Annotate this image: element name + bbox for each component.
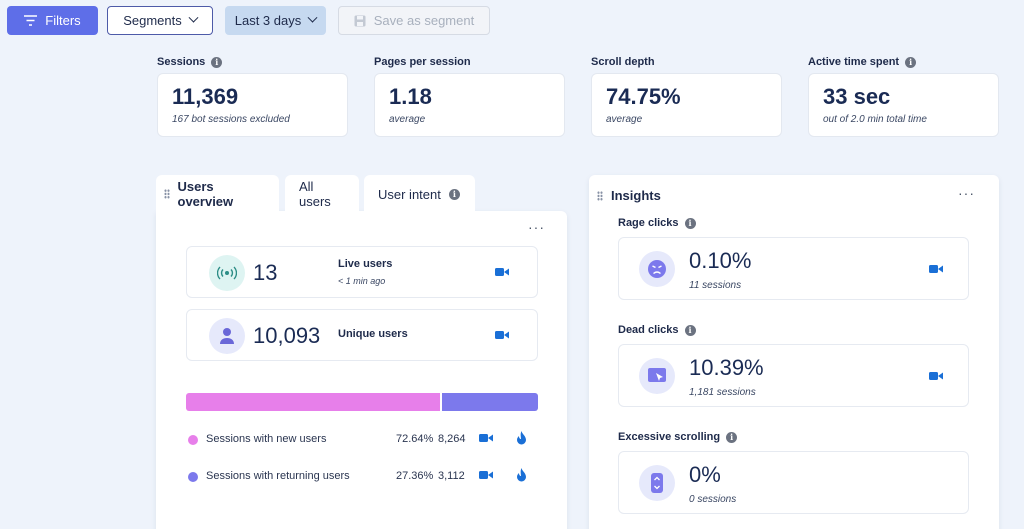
more-options-icon[interactable]: ··· [528,219,545,235]
kpi-value: 74.75% [606,84,681,109]
video-camera-icon[interactable] [495,330,509,340]
heatmap-flame-icon[interactable] [516,431,527,445]
insight-value: 0% [689,462,721,487]
insights-title: Insights [611,188,661,203]
insight-sessions: 1,181 sessions [689,387,756,398]
insights-header: Insights [597,188,661,203]
drag-handle-icon[interactable] [164,189,170,199]
chevron-down-icon [188,12,199,23]
kpi-label-scroll-depth: Scroll depth [591,56,655,68]
info-icon[interactable]: i [905,56,917,68]
video-camera-icon[interactable] [495,267,509,277]
kpi-subtext: out of 2.0 min total time [823,114,927,125]
insight-card-dead-clicks[interactable]: 10.39% 1,181 sessions [618,344,969,407]
kpi-subtext: 167 bot sessions excluded [172,114,290,125]
segment-label: Sessions with new users [206,433,327,445]
legend-dot [188,435,198,445]
kpi-card-sessions: 11,369 167 bot sessions excluded [157,73,348,137]
video-camera-icon[interactable] [479,433,493,443]
filters-button[interactable]: Filters [7,6,98,35]
kpi-label-text: Pages per session [374,56,471,68]
kpi-label-text: Active time spent [808,56,900,68]
segment-count: 3,112 [438,470,465,482]
heatmap-flame-icon[interactable] [516,468,527,482]
insight-sessions: 11 sessions [689,280,742,291]
insight-title-dead-clicks: Dead clicks i [618,324,696,336]
broadcast-icon [209,255,245,291]
kpi-subtext: average [389,114,426,125]
video-camera-icon[interactable] [929,264,943,274]
new-users-bar-segment [186,393,441,411]
unique-users-label: Unique users [338,328,408,340]
date-range-dropdown[interactable]: Last 3 days [225,6,326,35]
kpi-value: 33 sec [823,84,891,109]
segment-row-returning-users: Sessions with returning users 27.36% 3,1… [186,468,538,488]
filter-icon [24,15,38,26]
segment-label: Sessions with returning users [206,470,350,482]
kpi-card-scroll-depth: 74.75% average [591,73,782,137]
insight-sessions: 0 sessions [689,494,737,505]
date-range-label: Last 3 days [234,13,302,28]
live-users-value: 13 [253,260,278,285]
kpi-value: 1.18 [389,84,432,109]
info-icon[interactable]: i [684,324,696,336]
kpi-label-sessions: Sessions i [157,56,223,68]
insight-title-text: Rage clicks [618,217,679,229]
insight-card-excessive-scrolling[interactable]: 0% 0 sessions [618,451,969,514]
video-camera-icon[interactable] [929,371,943,381]
tab-users-overview[interactable]: Users overview [156,175,279,213]
insight-value: 10.39% [689,355,764,380]
segment-percent: 27.36% [396,470,434,482]
tab-all-users[interactable]: All users [285,175,359,213]
info-icon[interactable]: i [448,188,460,200]
live-users-time: < 1 min ago [338,276,386,286]
more-options-icon[interactable]: ··· [958,185,975,201]
video-camera-icon[interactable] [479,470,493,480]
live-users-label: Live users [338,258,393,270]
kpi-label-text: Sessions [157,56,206,68]
insight-title-excessive-scrolling: Excessive scrolling i [618,431,738,443]
kpi-subtext: average [606,114,643,125]
info-icon[interactable]: i [211,56,223,68]
legend-dot [188,472,198,482]
save-icon [354,15,366,26]
filters-label: Filters [45,13,81,28]
drag-handle-icon[interactable] [597,190,603,201]
insight-title-text: Excessive scrolling [618,431,721,443]
segment-row-new-users: Sessions with new users 72.64% 8,264 [186,431,538,451]
unique-users-card: 10,093 Unique users [186,309,538,361]
segment-count: 8,264 [438,433,466,445]
phone-scroll-icon [639,465,675,501]
insight-card-rage-clicks[interactable]: 0.10% 11 sessions [618,237,969,300]
tab-user-intent[interactable]: User intent i [364,175,475,213]
tab-label: User intent [378,186,441,202]
save-as-segment-button[interactable]: Save as segment [338,6,490,35]
tab-label: Users overview [177,179,234,209]
returning-users-bar-segment [442,393,538,411]
user-icon [209,318,245,354]
tab-label: All users [299,179,331,209]
angry-face-icon [639,251,675,287]
insight-value: 0.10% [689,248,752,273]
save-label: Save as segment [373,13,475,28]
kpi-label-pages-per-session: Pages per session [374,56,471,68]
kpi-card-pages-per-session: 1.18 average [374,73,565,137]
segments-label: Segments [123,13,182,28]
live-users-card: 13 Live users < 1 min ago [186,246,538,298]
insight-title-rage-clicks: Rage clicks i [618,217,696,229]
sessions-ratio-bar [186,393,538,411]
kpi-card-active-time: 33 sec out of 2.0 min total time [808,73,999,137]
unique-users-value: 10,093 [253,323,321,348]
kpi-value: 11,369 [172,84,239,109]
chevron-down-icon [307,12,318,23]
segments-dropdown[interactable]: Segments [107,6,213,35]
cursor-box-icon [639,358,675,394]
kpi-label-text: Scroll depth [591,56,655,68]
insight-title-text: Dead clicks [618,324,679,336]
info-icon[interactable]: i [684,217,696,229]
info-icon[interactable]: i [726,431,738,443]
kpi-label-active-time: Active time spent i [808,56,917,68]
segment-percent: 72.64% [396,433,434,445]
